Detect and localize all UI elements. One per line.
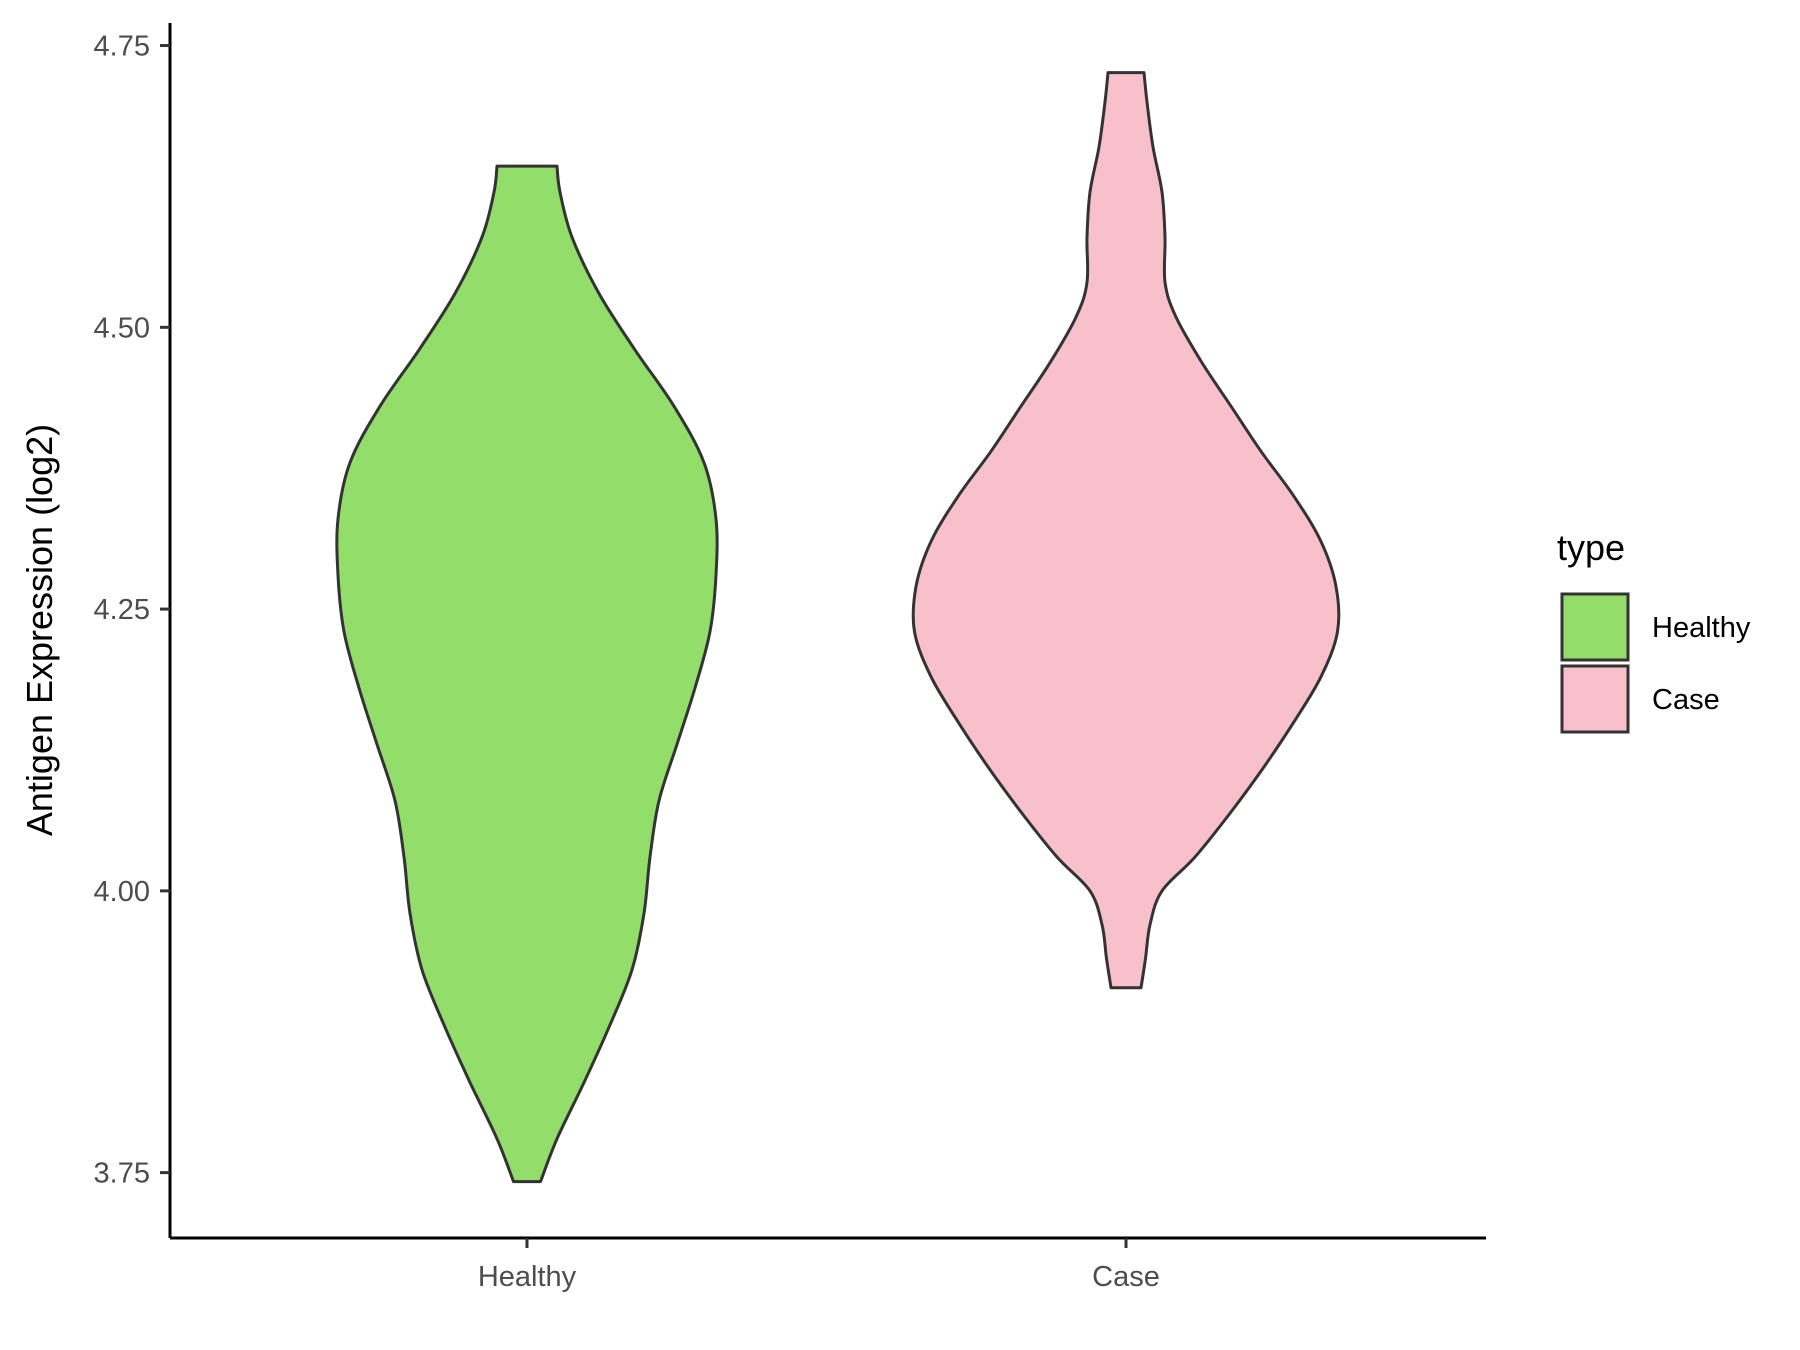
legend-label-healthy: Healthy (1652, 612, 1751, 644)
legend-swatch-healthy (1560, 592, 1630, 662)
x-ticks: Healthy Case (478, 1238, 1160, 1293)
y-axis-title: Antigen Expression (log2) (19, 424, 60, 836)
legend-label-case: Case (1652, 684, 1720, 716)
violin-healthy (335, 164, 719, 1184)
y-tick-label: 4.50 (94, 312, 150, 344)
x-tick-label: Case (1092, 1261, 1160, 1293)
y-tick-label: 4.75 (94, 31, 150, 63)
violins-layer (335, 71, 1341, 1184)
legend-title: type (1557, 527, 1625, 568)
y-ticks: 3.75 4.00 4.25 4.50 4.75 (94, 31, 170, 1190)
legend-entries: Healthy Case (1560, 592, 1751, 734)
violin-case (911, 71, 1341, 990)
y-tick-label: 3.75 (94, 1158, 150, 1190)
y-tick-label: 4.25 (94, 594, 150, 626)
legend-swatch-case (1560, 664, 1630, 734)
x-tick-label: Healthy (478, 1261, 577, 1293)
legend: type Healthy Case (1557, 527, 1751, 734)
axes-layer: 3.75 4.00 4.25 4.50 4.75 Healthy Case Antigen… (19, 23, 1486, 1293)
y-tick-label: 4.00 (94, 876, 150, 908)
